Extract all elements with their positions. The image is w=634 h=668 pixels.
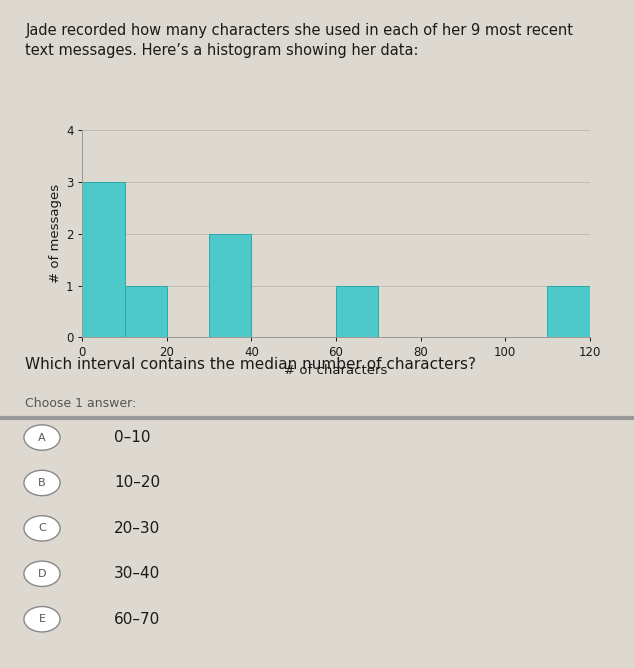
Text: B: B [38, 478, 46, 488]
Text: Jade recorded how many characters she used in each of her 9 most recent
text mes: Jade recorded how many characters she us… [25, 23, 573, 58]
Text: 0–10: 0–10 [114, 430, 151, 445]
Circle shape [24, 425, 60, 450]
Y-axis label: # of messages: # of messages [49, 184, 61, 283]
Text: E: E [39, 615, 46, 624]
Bar [125, 286, 167, 337]
Text: 20–30: 20–30 [114, 521, 160, 536]
Text: Choose 1 answer:: Choose 1 answer: [25, 397, 136, 410]
Bar [547, 286, 590, 337]
Bar [82, 182, 125, 337]
Text: D: D [38, 569, 46, 578]
Circle shape [24, 516, 60, 541]
Circle shape [24, 470, 60, 496]
Bar [209, 234, 252, 337]
Text: C: C [38, 524, 46, 533]
Text: 60–70: 60–70 [114, 612, 160, 627]
Text: Which interval contains the median number of characters?: Which interval contains the median numbe… [25, 357, 476, 372]
Text: A: A [38, 433, 46, 442]
Text: 10–20: 10–20 [114, 476, 160, 490]
Text: 30–40: 30–40 [114, 566, 160, 581]
Circle shape [24, 561, 60, 587]
Bar [336, 286, 378, 337]
Circle shape [24, 607, 60, 632]
X-axis label: # of characters: # of characters [284, 363, 388, 377]
